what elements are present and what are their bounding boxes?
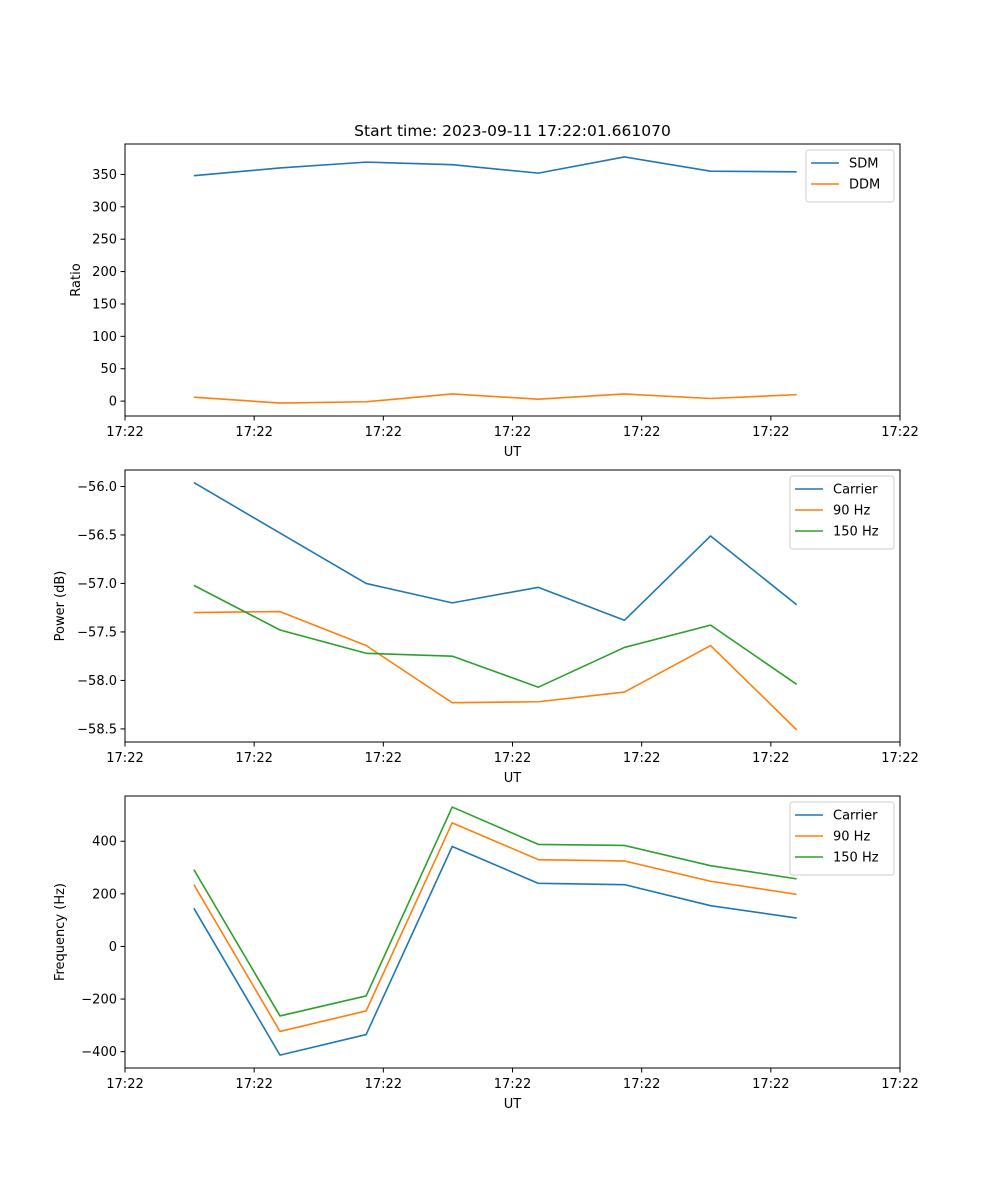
chart-title: Start time: 2023-09-11 17:22:01.661070 — [354, 122, 671, 140]
x-axis-label: UT — [504, 445, 522, 460]
x-tick-label: 17:22 — [623, 1077, 660, 1092]
series-line-carrier — [193, 481, 798, 622]
legend-label: 90 Hz — [833, 830, 870, 845]
y-tick-label: −56.0 — [77, 480, 117, 495]
legend-label: DDM — [849, 178, 880, 193]
series-line-sdm — [193, 156, 797, 177]
x-tick-label: 17:22 — [881, 425, 918, 440]
legend-label: 150 Hz — [833, 851, 879, 866]
x-tick-label: 17:22 — [623, 751, 660, 766]
x-tick-label: 17:22 — [881, 1077, 918, 1092]
y-tick-label: 200 — [92, 887, 117, 902]
plot-frame — [124, 143, 901, 417]
legend: Carrier 90 Hz 150 Hz — [789, 801, 895, 876]
y-tick-label: 150 — [92, 297, 117, 312]
x-tick-label: 17:22 — [365, 1077, 402, 1092]
x-tick-label: 17:22 — [752, 1077, 789, 1092]
legend-label: 90 Hz — [833, 504, 870, 519]
series-line-90-hz — [193, 822, 797, 1033]
series-line-150-hz — [193, 584, 798, 689]
y-tick-label: −57.5 — [77, 625, 117, 640]
y-tick-label: 400 — [92, 835, 117, 850]
y-tick-label: −400 — [81, 1045, 117, 1060]
y-tick-label: −58.5 — [77, 722, 117, 737]
series-line-carrier — [193, 845, 797, 1056]
y-tick-label: 200 — [92, 265, 117, 280]
y-tick-label: 0 — [109, 395, 117, 410]
x-axis-label: UT — [504, 771, 522, 786]
y-axis-label: Frequency (Hz) — [53, 883, 68, 981]
x-axis-label: UT — [504, 1097, 522, 1112]
legend-label: Carrier — [833, 809, 878, 824]
y-tick-label: −200 — [81, 993, 117, 1008]
x-tick-label: 17:22 — [494, 751, 531, 766]
legend-label: 150 Hz — [833, 525, 879, 540]
x-tick-label: 17:22 — [235, 425, 272, 440]
chart-panel-1: Start time: 2023-09-11 17:22:01.661070 17… — [69, 122, 919, 460]
x-tick-label: 17:22 — [752, 425, 789, 440]
y-tick-label: 300 — [92, 200, 117, 215]
y-tick-label: −57.0 — [77, 577, 117, 592]
series-line-150-hz — [193, 806, 797, 1017]
plot-frame — [124, 469, 901, 743]
y-tick-label: 250 — [92, 233, 117, 248]
panels: Start time: 2023-09-11 17:22:01.661070 17… — [53, 122, 919, 1112]
chart-panel-2: 17:22 17:22 17:22 17:22 17:22 17:22 17:22 −58.5… — [53, 469, 919, 786]
y-tick-label: −58.0 — [77, 674, 117, 689]
plot-frame — [124, 795, 901, 1069]
x-tick-label: 17:22 — [365, 751, 402, 766]
y-tick-label: 350 — [92, 168, 117, 183]
x-tick-label: 17:22 — [494, 1077, 531, 1092]
x-tick-label: 17:22 — [235, 751, 272, 766]
y-axis-label: Ratio — [69, 263, 84, 296]
legend: Carrier 90 Hz 150 Hz — [789, 475, 895, 550]
x-tick-label: 17:22 — [365, 425, 402, 440]
y-tick-label: 50 — [100, 362, 117, 377]
x-tick-label: 17:22 — [623, 425, 660, 440]
y-tick-label: 0 — [109, 940, 117, 955]
chart-panel-3: 17:22 17:22 17:22 17:22 17:22 17:22 17:22 −400 −… — [53, 795, 919, 1112]
x-tick-label: 17:22 — [881, 751, 918, 766]
x-tick-label: 17:22 — [106, 751, 143, 766]
x-tick-label: 17:22 — [106, 1077, 143, 1092]
y-axis-label: Power (dB) — [53, 571, 68, 642]
x-tick-label: 17:22 — [106, 425, 143, 440]
y-tick-label: −56.5 — [77, 528, 117, 543]
legend-label: Carrier — [833, 483, 878, 498]
legend-label: SDM — [849, 157, 878, 172]
x-tick-label: 17:22 — [494, 425, 531, 440]
y-tick-label: 100 — [92, 330, 117, 345]
legend: SDM DDM — [805, 149, 895, 203]
series-line-ddm — [193, 393, 797, 404]
x-tick-label: 17:22 — [235, 1077, 272, 1092]
x-tick-label: 17:22 — [752, 751, 789, 766]
series-line-90-hz — [193, 610, 798, 731]
